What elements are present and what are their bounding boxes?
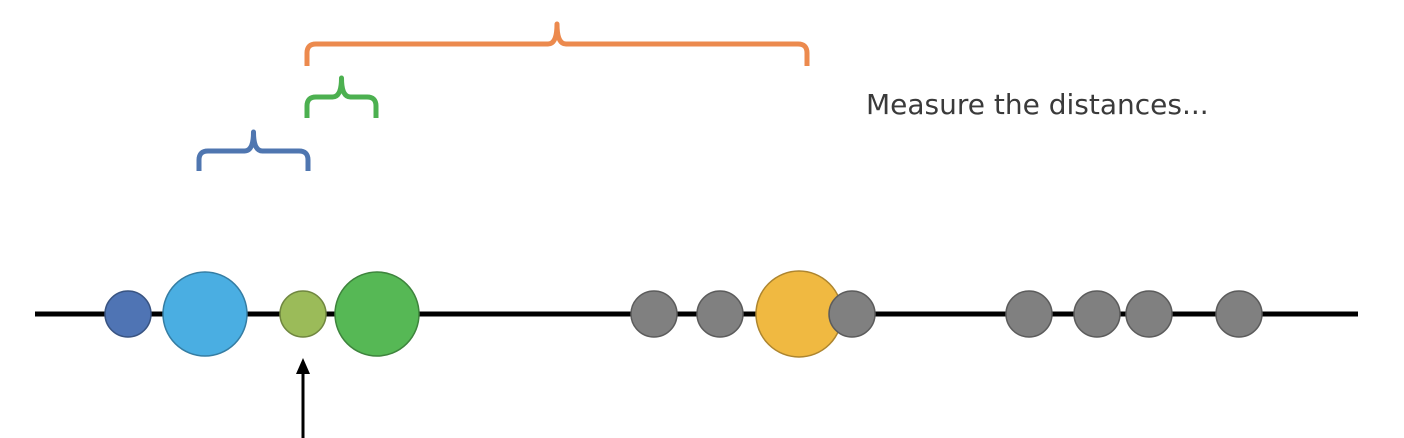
distance-bracket-green: [304, 75, 379, 118]
point-gray-2: [696, 290, 744, 338]
point-gray-1: [630, 290, 678, 338]
brackets-layer: [196, 21, 810, 171]
point-gray-3: [828, 290, 876, 338]
distance-bracket-blue: [196, 129, 311, 171]
point-gray-7: [1215, 290, 1263, 338]
point-green: [334, 271, 420, 357]
points-layer: [104, 270, 1263, 358]
point-gray-4: [1005, 290, 1053, 338]
point-query-lime: [279, 290, 327, 338]
point-gray-5: [1073, 290, 1121, 338]
point-light-blue: [162, 271, 248, 357]
query-arrow: [296, 358, 310, 438]
point-dark-blue: [104, 290, 152, 338]
caption-text: Measure the distances...: [866, 88, 1209, 121]
point-gray-6: [1125, 290, 1173, 338]
distance-bracket-orange: [304, 21, 810, 66]
